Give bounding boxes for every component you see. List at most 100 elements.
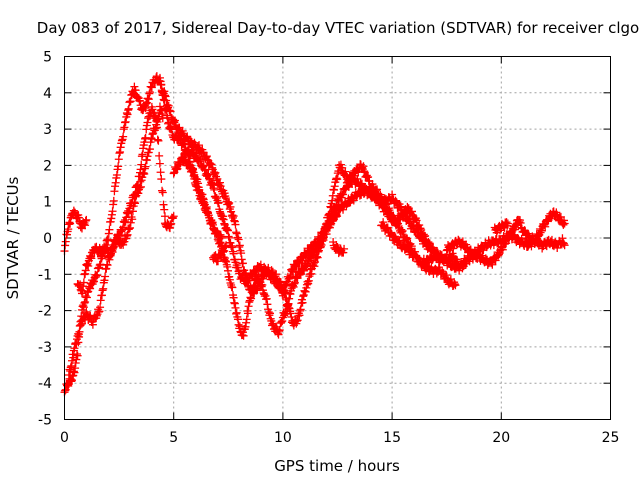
data-point-marker [503,219,512,228]
data-point-marker [316,242,325,251]
data-point-marker [362,171,371,180]
data-point-marker [327,212,336,221]
data-point-marker [383,223,392,232]
data-point-marker [201,166,210,175]
data-point-marker [407,207,416,216]
data-point-marker [407,248,416,257]
data-point-marker [498,245,507,254]
data-point-marker [82,215,91,224]
data-point-marker [494,250,503,259]
data-point-marker [153,135,162,144]
data-point-marker [73,351,82,360]
data-point-marker [560,241,569,250]
data-point-marker [314,247,323,256]
data-point-marker [402,235,411,244]
data-point-marker [217,234,226,242]
data-point-marker [205,158,214,167]
data-point-marker [140,169,149,178]
data-point-marker [114,162,123,171]
data-point-marker [333,200,342,209]
data-point-marker [383,205,392,214]
data-point-marker [69,353,78,362]
data-point-marker [238,271,247,280]
data-point-marker [156,168,165,177]
data-point-marker [217,252,226,261]
data-point-marker [289,267,298,276]
data-point-marker [185,136,194,145]
data-points [60,72,569,397]
data-point-marker [558,234,567,243]
data-point-marker [359,162,368,171]
data-point-marker [234,235,243,244]
plot-frame [64,56,611,420]
data-point-marker [320,224,329,233]
data-point-marker [391,196,400,205]
data-point-marker [91,272,100,281]
data-point-marker [504,234,513,243]
x-tick-label: 0 [60,430,69,446]
data-point-marker [300,266,309,275]
data-point-marker [321,223,330,232]
data-point-marker [93,271,102,280]
data-point-marker [409,252,418,261]
data-point-marker [160,205,169,214]
data-point-marker [385,206,394,215]
data-point-marker [207,160,216,169]
y-tick-label: -5 [38,413,52,429]
data-point-marker [158,186,167,195]
data-point-marker [216,178,225,187]
data-point-marker [358,163,367,172]
data-point-marker [275,325,284,334]
x-tick-label: 10 [274,430,292,446]
data-point-marker [290,279,299,288]
data-point-marker [89,277,98,286]
data-point-marker [158,114,167,123]
data-point-marker [89,278,98,287]
data-point-marker [222,241,231,250]
y-tick-labels: -5 -4 -3 -2 -1 0 1 2 3 4 5 [38,50,52,429]
chart-title: Day 083 of 2017, Sidereal Day-to-day VTE… [37,19,639,37]
data-point-marker [134,181,143,190]
x-tick-label: 25 [602,430,620,446]
data-point-marker [200,165,209,174]
data-point-marker [502,239,511,248]
data-point-marker [331,205,340,214]
data-point-marker [450,280,459,289]
data-point-marker [285,274,294,283]
data-point-marker [417,225,426,234]
x-tick-label: 5 [169,430,178,446]
data-point-marker [109,196,118,205]
data-point-marker [393,220,402,229]
data-point-marker [338,190,347,199]
data-point-marker [328,211,337,220]
x-axis-label: GPS time / hours [274,457,400,475]
y-axis-label: SDTVAR / TECUs [4,176,22,299]
data-point-marker [539,221,548,230]
data-point-marker [421,231,430,240]
data-point-marker [202,152,211,161]
data-point-marker [325,218,334,227]
data-point-marker [94,308,103,317]
data-point-marker [488,260,497,269]
data-point-marker [403,241,412,250]
y-tick-label: 3 [43,122,52,138]
data-point-marker [425,239,434,248]
data-point-marker [266,309,275,318]
data-point-marker [239,331,248,340]
data-point-marker [61,237,70,246]
data-point-marker [541,222,550,231]
data-point-marker [360,167,369,176]
y-tick-label: 2 [43,158,52,174]
data-point-marker [191,149,200,158]
y-tick-label: 1 [43,195,52,211]
data-point-marker [408,253,417,262]
data-point-marker [169,212,178,221]
data-point-marker [157,105,166,114]
data-point-marker [158,110,167,119]
data-point-marker [434,263,443,272]
data-point-marker [451,281,460,290]
data-point-marker [560,219,569,228]
data-point-marker [388,190,397,199]
data-point-marker [244,276,253,285]
data-point-marker [96,303,105,312]
